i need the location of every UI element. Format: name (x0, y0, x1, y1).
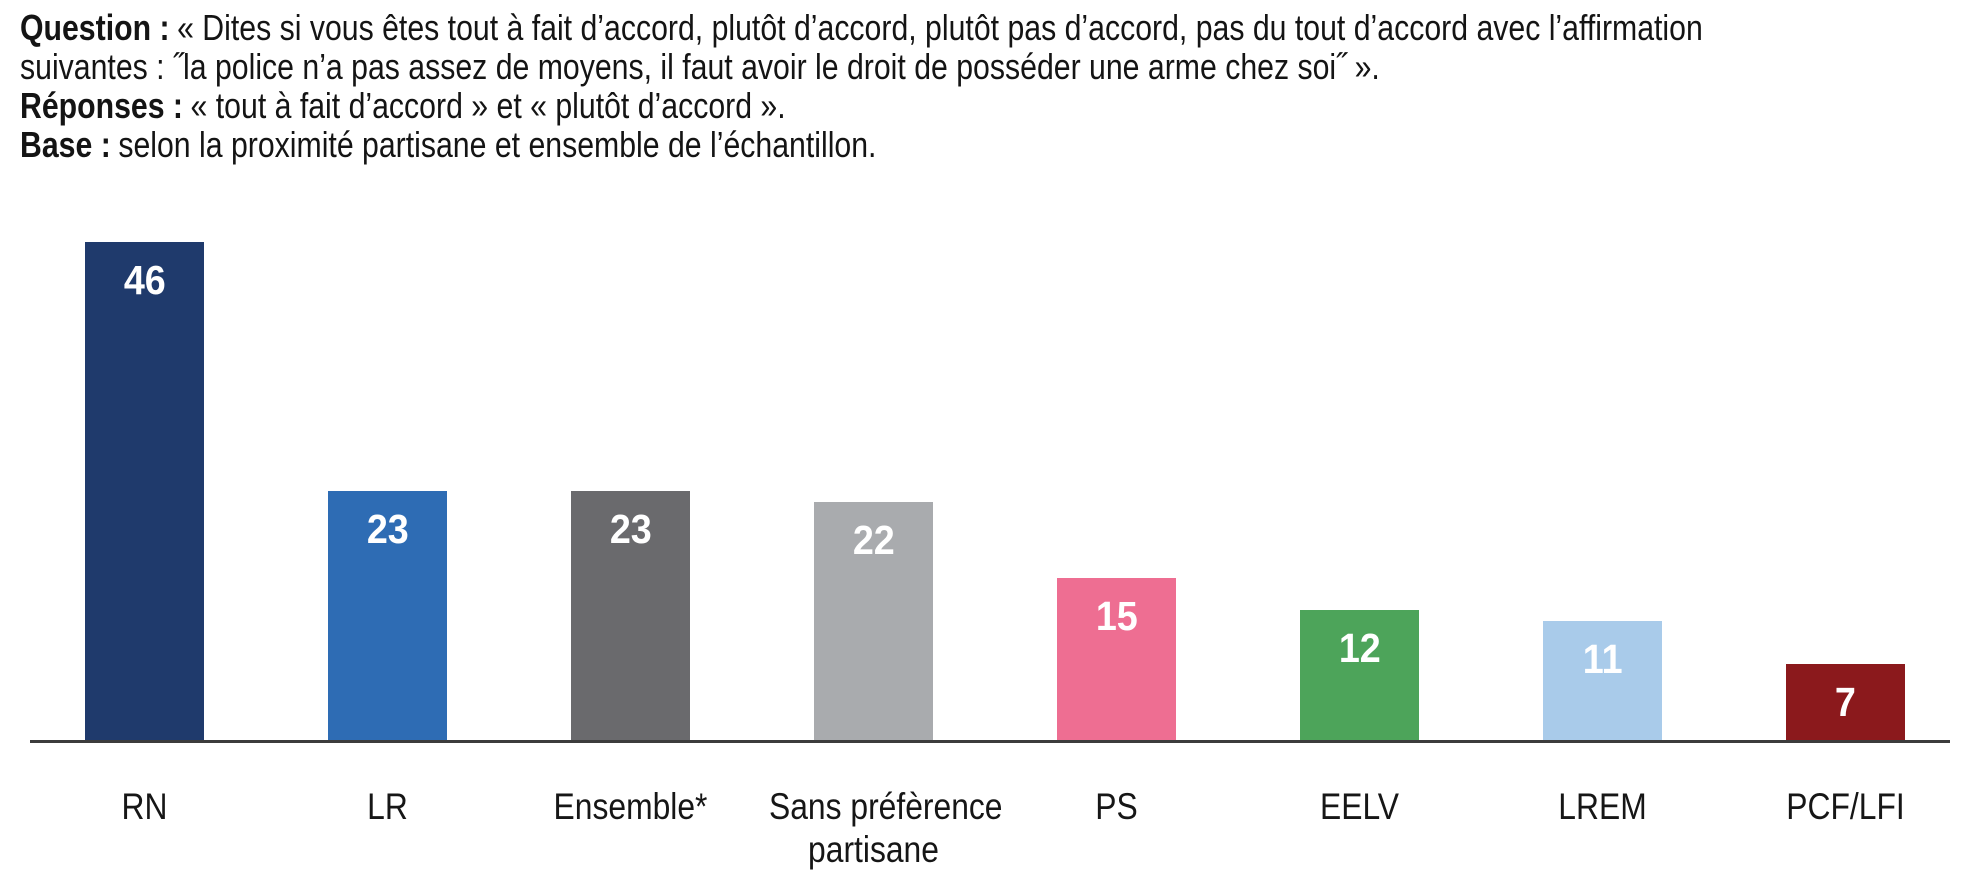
bar-lrem: 11 (1543, 621, 1662, 740)
bar-value-label: 23 (366, 506, 409, 552)
bar-slot: 22 (752, 502, 995, 740)
bar-slot: 46 (23, 242, 266, 740)
responses-label: Réponses : (20, 85, 183, 126)
bar-lr: 23 (328, 491, 447, 740)
bar-value-label: 22 (852, 517, 895, 563)
bar-value-label: 15 (1095, 593, 1138, 639)
responses-line: Réponses : « tout à fait d’accord » et « … (20, 86, 1662, 125)
bar-slot: 23 (266, 491, 509, 740)
question-text-2: suivantes : ˝la police n’a pas assez de … (20, 46, 1380, 87)
bar-slot: 12 (1238, 610, 1481, 740)
question-line-2: suivantes : ˝la police n’a pas assez de … (20, 47, 1662, 86)
category-label: LR (367, 786, 408, 827)
category-label: PS (1095, 786, 1138, 827)
question-label: Question : (20, 7, 170, 48)
x-axis-line (30, 740, 1950, 743)
question-line-1: Question : « Dites si vous êtes tout à fa… (20, 7, 1703, 48)
bar-ensemble: 23 (571, 491, 690, 740)
bar-value-label: 7 (1835, 679, 1856, 725)
category-label: PCF/LFI (1786, 786, 1905, 827)
responses-text: « tout à fait d’accord » et « plutôt d’a… (190, 85, 786, 126)
bar-slot: 15 (995, 578, 1238, 740)
category-label: LREM (1558, 786, 1647, 827)
bar-ps: 15 (1057, 578, 1176, 740)
bar-slot: 23 (509, 491, 752, 740)
bar-slot: 11 (1481, 621, 1724, 740)
bar-eelv: 12 (1300, 610, 1419, 740)
base-text: selon la proximité partisane et ensemble… (118, 124, 877, 165)
question-block: Question : « Dites si vous êtes tout à fa… (20, 8, 1975, 164)
category-label: Sans préfèrence partisane (769, 786, 1003, 870)
category-label: EELV (1319, 786, 1400, 827)
category-row: RN LR Ensemble* Sans préfèrence partisane PS… (23, 785, 1967, 871)
bar-sans-pr-f-rence-partisane: 22 (814, 502, 933, 740)
bar-value-label: 23 (609, 506, 652, 552)
bar-slot: 7 (1724, 664, 1967, 740)
category-label: RN (121, 786, 168, 827)
bar-chart: 46 23 23 22 15 12 11 7 RN LR Ensemble* Sans préfèr… (23, 242, 1967, 871)
category-label: Ensemble* (553, 786, 708, 827)
bar-value-label: 46 (123, 257, 166, 303)
bar-value-label: 11 (1582, 636, 1623, 682)
bar-pcf-lfi: 7 (1786, 664, 1905, 740)
bar-value-label: 12 (1338, 625, 1381, 671)
question-text-1: « Dites si vous êtes tout à fait d’accor… (177, 7, 1703, 48)
bars-row: 46 23 23 22 15 12 11 7 (23, 242, 1967, 740)
base-label: Base : (20, 124, 111, 165)
base-line: Base : selon la proximité partisane et en… (20, 125, 1662, 164)
bar-rn: 46 (85, 242, 204, 740)
